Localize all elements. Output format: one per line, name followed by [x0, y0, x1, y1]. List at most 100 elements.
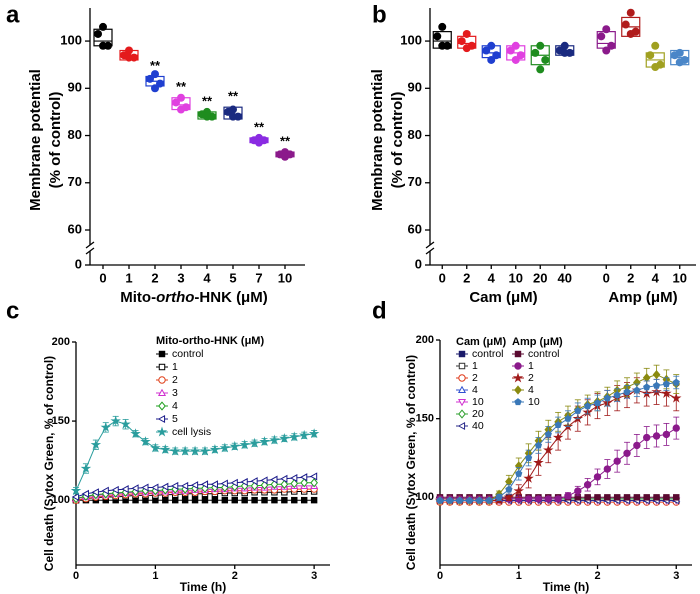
marker — [583, 481, 592, 489]
y-axis-label: Membrane potential — [27, 69, 44, 211]
marker — [91, 488, 99, 497]
y-tick-label: 60 — [408, 221, 422, 236]
y-tick-label: 100 — [400, 33, 422, 48]
data-point — [462, 44, 471, 53]
legend-label: cell lysis — [172, 426, 211, 438]
marker — [652, 381, 661, 389]
marker — [593, 399, 602, 407]
marker — [475, 496, 484, 504]
marker — [552, 432, 564, 442]
marker — [663, 494, 670, 501]
marker — [240, 477, 248, 487]
y-tick-label: 200 — [416, 334, 434, 346]
panel-letter: d — [372, 297, 387, 324]
x-axis-label: Cam (μM) — [469, 289, 537, 306]
y-tick-label: 60 — [68, 221, 82, 236]
x-tick-label: 0 — [603, 270, 610, 285]
marker — [584, 402, 592, 410]
x-tick-label: 0 — [99, 270, 106, 285]
marker — [623, 449, 631, 457]
data-point — [438, 41, 447, 50]
legend-marker — [458, 350, 466, 358]
marker — [505, 485, 513, 493]
marker — [594, 494, 601, 501]
x-tick-label: 4 — [488, 270, 496, 285]
legend-label: 4 — [472, 384, 478, 396]
data-point — [255, 138, 263, 147]
marker — [543, 444, 554, 455]
legend-marker — [514, 385, 522, 395]
y-tick-label: 70 — [408, 174, 422, 189]
y-tick-label: 0 — [415, 256, 422, 271]
legend-title: Amp (μM) — [512, 336, 563, 348]
marker — [280, 479, 289, 489]
marker — [574, 487, 582, 495]
legend-marker — [457, 398, 467, 407]
marker — [446, 496, 454, 504]
x-tick-label: 7 — [255, 270, 262, 285]
marker — [308, 428, 320, 439]
marker — [513, 485, 524, 496]
marker — [603, 394, 611, 402]
marker — [661, 387, 672, 398]
marker — [290, 473, 298, 483]
marker — [554, 421, 562, 429]
y-tick-label: 80 — [408, 127, 422, 142]
marker — [231, 496, 238, 504]
marker — [633, 494, 641, 501]
legend-marker — [157, 414, 166, 424]
data-point — [602, 25, 611, 34]
marker — [652, 432, 661, 440]
data-point — [146, 74, 154, 83]
legend-label: 20 — [472, 408, 484, 420]
marker — [613, 494, 621, 501]
data-point — [560, 41, 569, 50]
marker — [280, 474, 288, 483]
x-axis-label-part: ortho — [156, 289, 194, 306]
x-axis-label: Time (h) — [543, 580, 589, 594]
marker — [643, 433, 651, 442]
marker — [485, 496, 493, 504]
marker — [456, 496, 464, 504]
legend-label: 2 — [528, 372, 534, 384]
legend-label: 1 — [472, 360, 478, 372]
x-tick-label: 2 — [463, 270, 470, 285]
marker — [229, 440, 240, 451]
x-tick-label: 3 — [177, 270, 184, 285]
legend-label: 40 — [472, 420, 484, 432]
x-axis-label-part: -HNK (μM) — [194, 289, 267, 306]
axis-break — [85, 247, 95, 255]
data-point — [151, 84, 159, 93]
marker — [241, 496, 248, 504]
x-tick-label: 3 — [673, 570, 679, 582]
marker — [643, 383, 651, 391]
y-tick-label: 150 — [52, 415, 70, 427]
marker — [495, 493, 503, 501]
marker — [120, 418, 131, 429]
marker — [672, 424, 680, 432]
data-point — [607, 41, 616, 50]
marker — [623, 494, 631, 501]
data-point — [511, 41, 520, 50]
marker — [524, 454, 533, 462]
y-axis-label: Cell death (Sytox Green, % of control) — [404, 355, 418, 570]
x-tick-label: 10 — [509, 270, 523, 285]
x-tick-label: 4 — [203, 270, 211, 285]
data-point — [203, 112, 211, 121]
legend-label: 5 — [172, 413, 178, 425]
marker — [219, 442, 231, 453]
data-point — [597, 32, 606, 41]
axis-break — [425, 247, 435, 255]
data-point — [125, 53, 133, 62]
y-tick-label: 150 — [416, 413, 434, 425]
y-axis-label: Membrane potential — [369, 69, 386, 211]
data-point — [492, 51, 501, 60]
marker — [671, 392, 682, 403]
marker — [100, 421, 111, 432]
y-tick-label: 200 — [52, 336, 70, 348]
marker — [593, 473, 602, 481]
marker — [170, 481, 179, 490]
marker — [270, 475, 278, 484]
data-point — [487, 55, 496, 64]
data-point — [224, 107, 232, 116]
